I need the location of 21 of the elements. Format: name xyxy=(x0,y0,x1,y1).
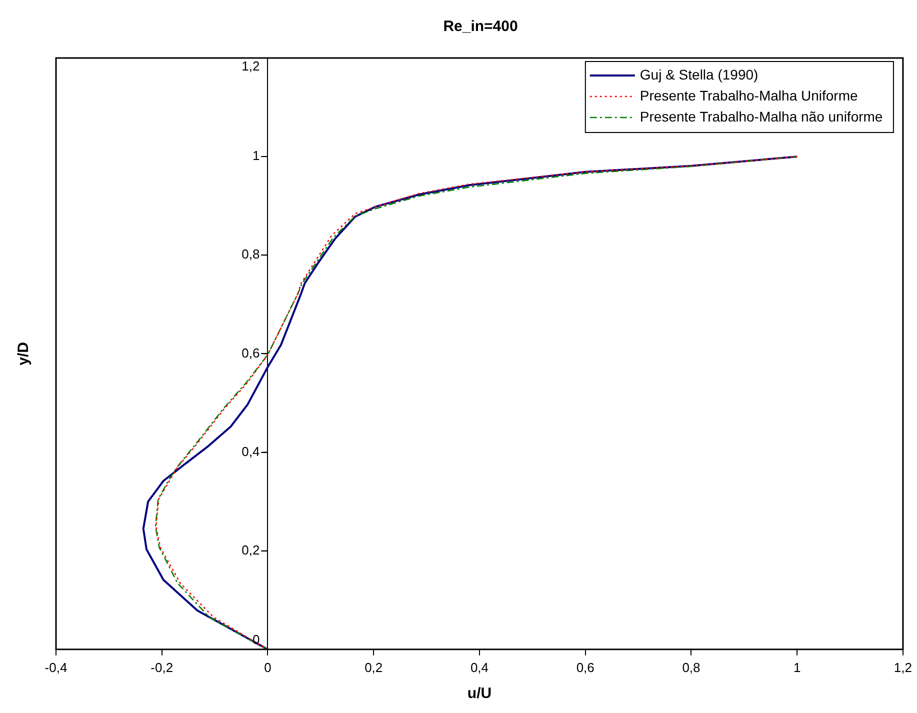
chart-title: Re_in=400 xyxy=(443,18,518,36)
y-tick-label: 1,2 xyxy=(242,58,260,74)
y-tick-label: 0,6 xyxy=(242,345,260,360)
y-tick-label: 0,8 xyxy=(242,246,260,262)
legend-label: Guj & Stella (1990) xyxy=(640,66,758,82)
x-tick-label: 1 xyxy=(793,660,801,675)
x-axis-title: u/U xyxy=(467,685,492,702)
legend-label: Presente Trabalho-Malha Uniforme xyxy=(640,87,858,104)
x-tick-label: 0,4 xyxy=(470,660,489,675)
x-tick-label: -0,4 xyxy=(44,660,68,675)
x-tick-label: 0,6 xyxy=(576,660,594,675)
x-tick-label: 0,8 xyxy=(682,660,700,675)
y-tick-label: 0,4 xyxy=(242,444,260,459)
x-tick-label: -0,2 xyxy=(150,660,174,675)
x-tick-label: 1,2 xyxy=(894,660,912,675)
x-tick-label: 0 xyxy=(264,660,272,675)
y-tick-label: 1 xyxy=(252,148,260,164)
y-axis-title: y/D xyxy=(15,342,32,366)
y-tick-label: 0,2 xyxy=(242,542,260,558)
x-tick-label: 0,2 xyxy=(364,660,383,675)
legend-label: Presente Trabalho-Malha não uniforme xyxy=(640,108,883,124)
